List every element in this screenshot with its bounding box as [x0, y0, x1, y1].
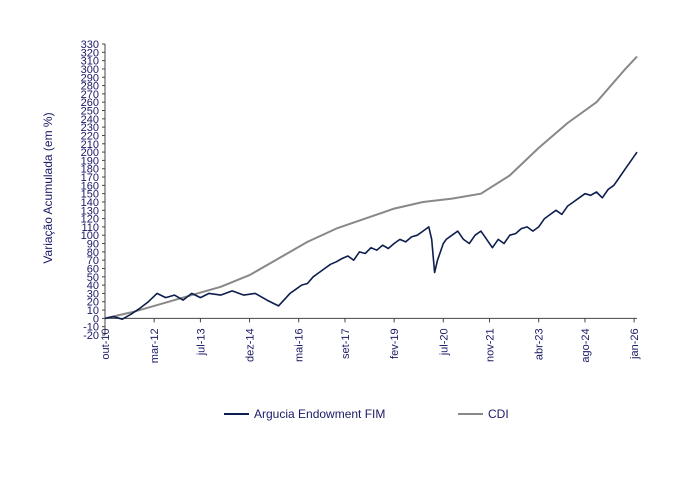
y-tick-label: 40	[87, 280, 99, 292]
y-tick-label: 260	[81, 97, 99, 109]
y-tick-label: 140	[81, 197, 99, 209]
y-tick-label: 250	[81, 106, 99, 118]
y-tick-label: 150	[81, 189, 99, 201]
x-tick-label: out-10	[100, 328, 112, 359]
y-tick-label: 160	[81, 180, 99, 192]
y-tick-label: 330	[81, 39, 99, 51]
y-tick-label: 0	[93, 313, 99, 325]
x-tick-label: ago-24	[580, 328, 592, 362]
x-tick-label: nov-21	[485, 328, 497, 362]
y-tick-label: 270	[81, 89, 99, 101]
x-tick-label: jul-20	[438, 328, 450, 356]
y-tick-label: 310	[81, 56, 99, 68]
x-tick-label: set-17	[340, 328, 352, 359]
y-tick-label: 60	[87, 263, 99, 275]
y-tick-label: 290	[81, 72, 99, 84]
series-line-cdi	[104, 55, 638, 320]
y-tick-label: 280	[81, 81, 99, 93]
x-tick-label: mai-16	[294, 328, 306, 362]
y-tick-label: 20	[87, 297, 99, 309]
series-line-argucia	[104, 151, 638, 321]
y-tick-label: 120	[81, 214, 99, 226]
y-tick-label: 110	[81, 222, 99, 234]
x-tick-label: jan-26	[629, 328, 641, 360]
x-tick-label: mar-12	[149, 328, 161, 363]
y-tick-label: 70	[87, 255, 99, 267]
y-tick-label: -10	[83, 322, 99, 334]
x-tick-label: dez-14	[245, 328, 257, 362]
y-tick-label: 130	[81, 205, 99, 217]
y-tick-label: 180	[81, 164, 99, 176]
y-tick-label: 300	[81, 64, 99, 76]
y-tick-label: 100	[81, 230, 99, 242]
y-tick-label: -20	[83, 330, 99, 342]
legend-label-cdi: CDI	[488, 407, 509, 421]
series-layer	[104, 55, 638, 321]
y-tick-label: 210	[81, 139, 99, 151]
y-tick-label: 320	[81, 47, 99, 59]
y-tick-label: 220	[81, 130, 99, 142]
legend: Argucia Endowment FIM CDI	[224, 407, 509, 421]
y-tick-label: 30	[87, 288, 99, 300]
y-tick-label: 230	[81, 122, 99, 134]
x-tick-label: jul-13	[195, 328, 207, 356]
y-axis-label-layer: Variação Acumulada (em %)	[41, 112, 55, 263]
y-tick-label: 240	[81, 114, 99, 126]
y-tick-label: 90	[87, 239, 99, 251]
legend-label-argucia: Argucia Endowment FIM	[254, 407, 385, 421]
y-tick-label: 50	[87, 272, 99, 284]
x-tick-label: abr-23	[534, 328, 546, 360]
y-tick-label: 200	[81, 147, 99, 159]
axes-layer: -20-100102030405060708090100110120130140…	[81, 39, 641, 363]
y-tick-label: 10	[87, 305, 99, 317]
x-tick-label: fev-19	[389, 328, 401, 359]
y-axis-label: Variação Acumulada (em %)	[41, 112, 55, 263]
y-tick-label: 80	[87, 247, 99, 259]
y-tick-label: 190	[81, 155, 99, 167]
y-tick-label: 170	[81, 172, 99, 184]
